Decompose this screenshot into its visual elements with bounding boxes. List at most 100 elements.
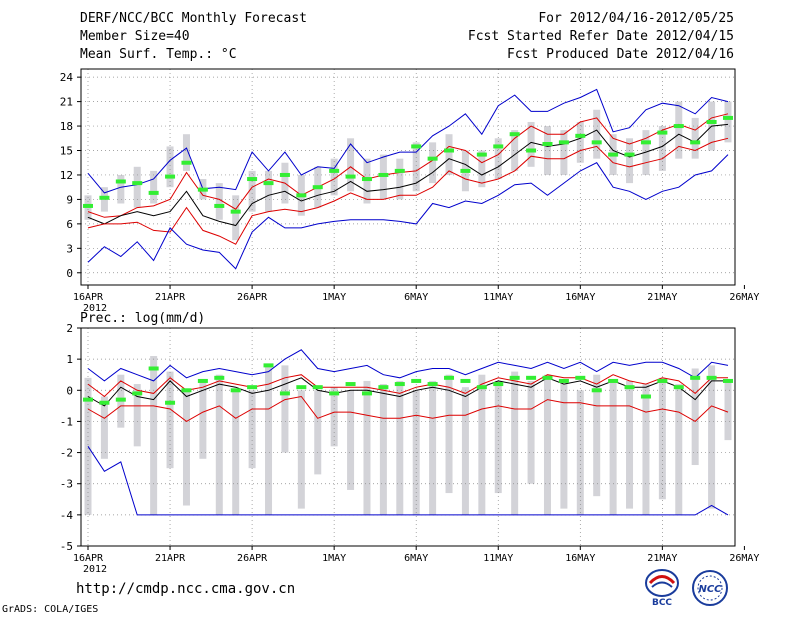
range-bar: [691, 368, 699, 466]
range-bar: [429, 380, 437, 515]
mean-line: [87, 377, 728, 407]
x-tick-label: 26MAY: [729, 292, 759, 303]
x-tick-label: 6MAY: [404, 553, 428, 564]
climate-mark: [296, 385, 307, 390]
y-tick-label: -3: [60, 478, 73, 491]
range-bar: [215, 183, 223, 220]
range-bar: [560, 130, 568, 175]
y-tick-label: -2: [60, 447, 73, 460]
climate-mark: [230, 209, 241, 214]
range-bar: [133, 166, 141, 208]
range-bar: [642, 384, 650, 515]
range-bar: [396, 158, 404, 200]
climate-mark: [214, 203, 225, 208]
y-tick-label: 3: [66, 242, 73, 255]
climate-mark: [312, 185, 323, 190]
range-bar: [593, 109, 601, 159]
x-tick-label: 21MAY: [647, 292, 677, 303]
climate-mark: [214, 375, 225, 380]
climate-mark: [329, 168, 340, 173]
range-bar: [576, 121, 584, 163]
range-bar: [150, 170, 158, 204]
climate-mark: [526, 148, 537, 153]
forecast-period: For 2012/04/16-2012/05/25: [538, 11, 734, 26]
range-bar: [609, 380, 617, 515]
ncc-logo-text: NCC: [698, 584, 722, 595]
min-line: [87, 446, 729, 516]
footer-url[interactable]: http://cmdp.ncc.cma.gov.cn: [76, 581, 296, 597]
range-bar: [708, 365, 716, 509]
range-bar: [297, 390, 305, 509]
climate-mark: [83, 397, 93, 402]
precip-title: Prec.: log(mm/d): [80, 311, 205, 326]
x-tick-label: 11MAY: [483, 553, 513, 564]
min-line: [87, 154, 729, 270]
climate-mark: [657, 378, 668, 383]
climate-mark: [279, 391, 290, 396]
range-bar: [626, 138, 634, 184]
climate-mark: [345, 174, 356, 179]
climate-mark: [378, 385, 389, 390]
range-bar: [412, 142, 420, 192]
climate-mark: [493, 382, 504, 387]
range-bar: [265, 365, 273, 515]
range-bar: [347, 390, 355, 490]
climate-mark: [296, 193, 307, 198]
range-bar: [199, 380, 207, 459]
climate-mark: [723, 378, 733, 383]
range-bar: [314, 390, 322, 475]
range-bar: [232, 390, 240, 515]
spread_upper-line: [87, 374, 728, 398]
range-bar: [100, 396, 108, 459]
range-bar: [248, 170, 256, 212]
climate-mark: [279, 172, 290, 177]
range-bar: [511, 130, 519, 171]
range-bar: [429, 142, 437, 184]
chart-title: DERF/NCC/BCC Monthly Forecast: [80, 11, 307, 26]
x-tick-label: 6MAY: [404, 292, 428, 303]
climate-mark: [673, 385, 684, 390]
y-tick-label: 12: [60, 169, 73, 182]
range-bar: [166, 371, 174, 469]
climate-mark: [247, 385, 258, 390]
y-tick-label: 6: [66, 218, 73, 231]
y-tick-label: 18: [60, 120, 73, 133]
x-tick-label: 1MAY: [322, 292, 346, 303]
climate-mark: [165, 400, 176, 405]
climate-mark: [148, 190, 159, 195]
x-tick-label: 1MAY: [322, 553, 346, 564]
climate-mark: [378, 172, 389, 177]
climate-mark: [460, 378, 471, 383]
climate-mark: [132, 181, 143, 186]
climate-mark: [608, 378, 619, 383]
range-bar: [133, 384, 141, 447]
climate-mark: [640, 140, 651, 145]
climate-mark: [542, 375, 553, 380]
climate-mark: [706, 375, 717, 380]
x-tick-label: 21APR: [155, 292, 186, 303]
climate-mark: [394, 382, 405, 387]
climate-mark: [690, 140, 701, 145]
range-bar: [626, 380, 634, 509]
climate-mark: [181, 160, 192, 165]
climate-mark: [509, 375, 520, 380]
climate-mark: [99, 195, 110, 200]
range-bar: [347, 138, 355, 192]
spread_upper-line: [87, 113, 729, 218]
range-bar: [396, 380, 404, 515]
max-line: [87, 349, 729, 382]
range-bar: [232, 195, 240, 241]
range-bar: [494, 138, 502, 180]
y-tick-label: 1: [66, 353, 73, 366]
range-bar: [724, 380, 732, 441]
climate-mark: [493, 144, 504, 149]
climate-mark: [83, 203, 93, 208]
range-bar: [363, 158, 371, 204]
spread_lower-line: [87, 395, 729, 423]
range-bar: [461, 387, 469, 515]
range-bar: [478, 374, 486, 515]
x-tick-label: 21APR: [155, 553, 186, 564]
climate-mark: [526, 375, 537, 380]
range-bar: [543, 126, 551, 175]
range-bar: [593, 374, 601, 497]
